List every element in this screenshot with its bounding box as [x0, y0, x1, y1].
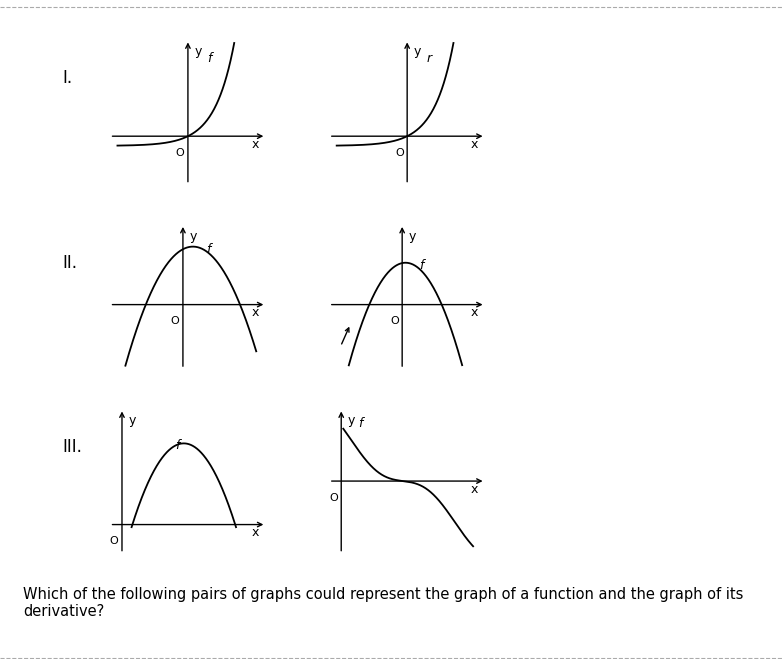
- Text: II.: II.: [63, 254, 78, 272]
- Text: O: O: [171, 316, 179, 326]
- Text: f: f: [207, 52, 212, 65]
- Text: I.: I.: [63, 69, 73, 87]
- Text: x: x: [471, 482, 478, 496]
- Text: x: x: [471, 306, 478, 319]
- Text: y: y: [194, 45, 201, 59]
- Text: x: x: [251, 138, 259, 151]
- Text: y: y: [189, 230, 197, 243]
- Text: O: O: [390, 316, 399, 326]
- Text: f: f: [358, 416, 362, 430]
- Text: y: y: [413, 45, 420, 59]
- Text: y: y: [348, 415, 355, 428]
- Text: III.: III.: [63, 438, 82, 456]
- Text: x: x: [471, 138, 478, 151]
- Text: y: y: [409, 230, 416, 243]
- Text: x: x: [251, 306, 259, 319]
- Text: r: r: [427, 52, 432, 65]
- Text: Which of the following pairs of graphs could represent the graph of a function a: Which of the following pairs of graphs c…: [23, 587, 744, 619]
- Text: f: f: [419, 259, 423, 272]
- Text: f: f: [206, 243, 211, 256]
- Text: f: f: [175, 439, 180, 452]
- Text: O: O: [175, 148, 185, 158]
- Text: O: O: [329, 493, 337, 503]
- Text: x: x: [251, 526, 259, 539]
- Text: O: O: [395, 148, 404, 158]
- Text: O: O: [110, 536, 118, 546]
- Text: y: y: [128, 415, 135, 428]
